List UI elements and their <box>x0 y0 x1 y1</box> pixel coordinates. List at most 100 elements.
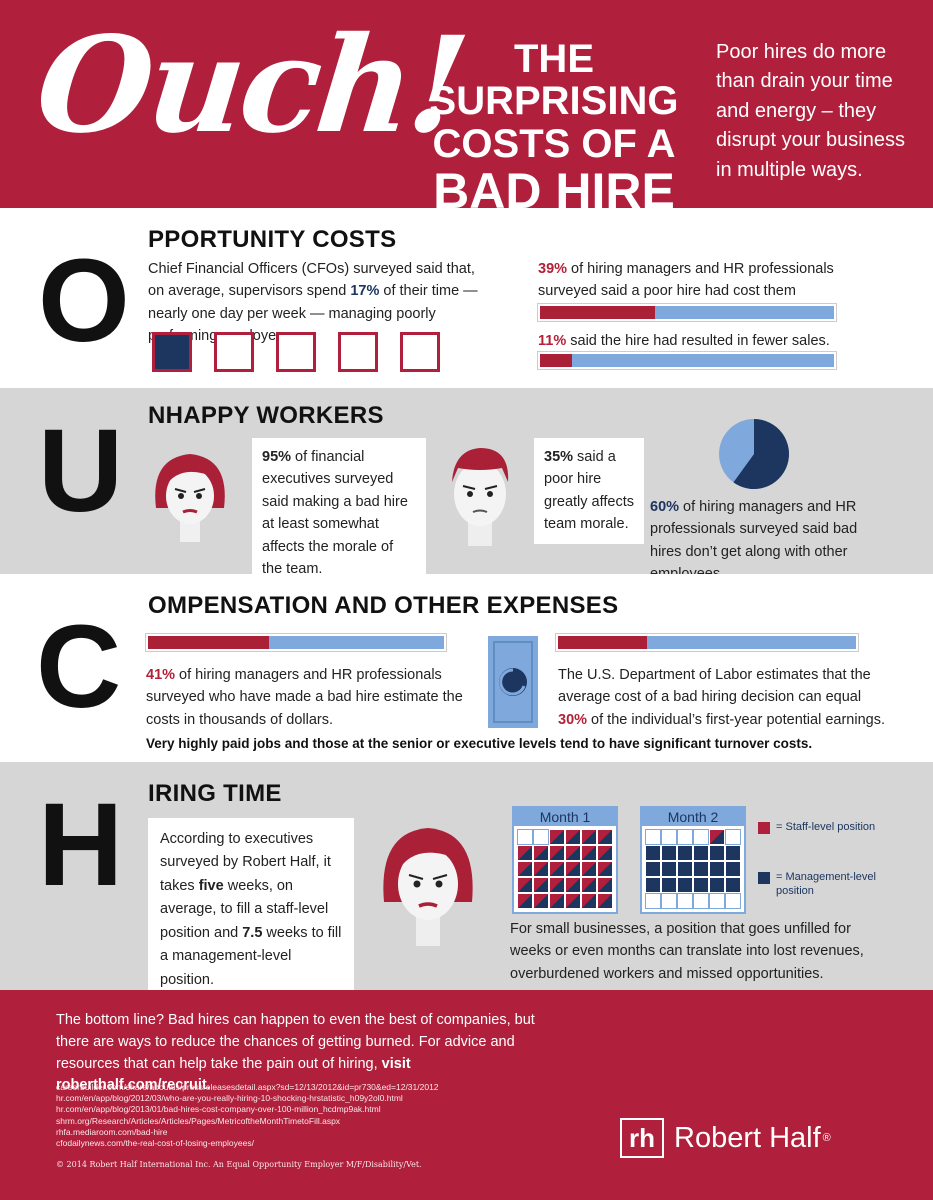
calendar-day-cell <box>566 862 580 876</box>
calendar-day-cell <box>533 829 549 845</box>
visit-link[interactable]: visit roberthalf.com/recruit. <box>56 1055 411 1094</box>
h-five: five <box>198 877 224 894</box>
calendar-icon <box>338 332 378 372</box>
month2-label: Month 2 <box>642 808 744 826</box>
h-pre: According to executives surveyed by Robe… <box>160 831 331 894</box>
woman-face-icon <box>383 828 473 946</box>
calendar-day-cell <box>598 878 612 892</box>
productivity-bar-fill <box>540 306 655 319</box>
costs-bar-fill <box>148 636 270 649</box>
calendar-day-cell <box>582 830 596 844</box>
calendar-day-cell <box>518 878 532 892</box>
calendar-day-cell <box>534 862 548 876</box>
man-face-icon <box>452 448 509 546</box>
calendar-day-cell <box>598 830 612 844</box>
woman-face-icon <box>155 454 225 542</box>
b1-text: of financial executives surveyed said ma… <box>262 449 408 578</box>
cfo-pre: Chief Financial Officers (CFOs) surveyed… <box>148 261 475 300</box>
calendar-day-cell <box>725 893 741 909</box>
heading-hiring: IRING TIME <box>148 780 282 807</box>
heading-opportunity: PPORTUNITY COSTS <box>148 226 397 253</box>
calendar-day-cell <box>566 894 580 908</box>
letter-o: O <box>38 235 130 367</box>
calendar-day-cell <box>646 862 660 876</box>
c-s2-text: The U.S. Department of Labor estimates t… <box>558 667 871 706</box>
calendar-day-cell <box>550 862 564 876</box>
calendar-day-cell <box>710 846 724 860</box>
calendar-day-cell <box>582 878 596 892</box>
letter-h: H <box>38 779 124 911</box>
calendar-day-cell <box>550 878 564 892</box>
section-unhappy-workers: U NHAPPY WORKERS 95% of financial execut… <box>0 388 933 589</box>
calendar-day-cell <box>678 862 692 876</box>
intro-text: Poor hires do more than drain your time … <box>716 41 905 181</box>
s3-text: of hiring managers and HR professionals … <box>650 499 858 582</box>
reference-item: rhfa.mediaroom.com/bad-hire <box>56 1126 168 1137</box>
bottom-line: The bottom line? Bad hires can happen to… <box>56 1010 556 1097</box>
costs-stat: 41% of hiring managers and HR profession… <box>146 664 466 731</box>
calendar-day-cell <box>677 893 693 909</box>
calendar-day-cell <box>518 862 532 876</box>
sales-bar-fill <box>540 354 573 367</box>
legend-mgmt-swatch <box>758 872 770 884</box>
calendar-day-cell <box>646 846 660 860</box>
turnover-note: Very highly paid jobs and those at the s… <box>146 736 813 751</box>
costs-bar <box>146 634 446 651</box>
calendar-icon <box>276 332 316 372</box>
reference-item: careerbuilder.com/share/aboutus/pressrel… <box>56 1082 439 1092</box>
legend-mgmt: = Management-level position <box>776 871 876 898</box>
calendar-day-cell <box>661 893 677 909</box>
calendar-icon <box>400 332 440 372</box>
pie-chart-icon <box>719 419 789 489</box>
calendar-day-cell <box>598 846 612 860</box>
calendar-day-cell <box>677 829 693 845</box>
section-compensation: C OMPENSATION AND OTHER EXPENSES 41% of … <box>0 574 933 762</box>
calendar-day-cell <box>662 846 676 860</box>
month1-calendar: Month 1 <box>512 806 618 914</box>
productivity-bar <box>538 304 836 321</box>
reference-item: shrm.org/Research/Articles/Articles/Page… <box>56 1115 341 1126</box>
calendar-day-cell <box>661 829 677 845</box>
cfo-pct: 17% <box>350 283 380 300</box>
letter-u: U <box>38 405 124 537</box>
legend-staff-swatch <box>758 822 770 834</box>
calendar-day-cell <box>518 846 532 860</box>
b2-pct: 35% <box>544 449 574 465</box>
calendar-day-cell <box>726 846 740 860</box>
calendar-day-cell <box>517 829 533 845</box>
calendar-day-cell <box>694 862 708 876</box>
morale-bubble-2: 35% said a poor hire greatly affects tea… <box>534 438 644 544</box>
logo-reg: ® <box>822 1132 831 1144</box>
h-seven: 7.5 <box>242 924 263 941</box>
small-business-note: For small businesses, a position that go… <box>510 921 864 982</box>
money-bill-icon <box>488 636 538 728</box>
title-line-1: THE SURPRISING <box>429 37 679 124</box>
header-banner: Ouch! THE SURPRISING COSTS OF A BAD HIRE… <box>0 0 933 218</box>
calendar-day-cell <box>694 846 708 860</box>
month1-label: Month 1 <box>514 808 616 826</box>
earnings-bar <box>556 634 858 651</box>
ouch-title: Ouch! <box>29 8 472 163</box>
calendar-day-cell <box>662 862 676 876</box>
calendar-day-cell <box>534 878 548 892</box>
references-list: careerbuilder.com/share/aboutus/pressrel… <box>56 1082 536 1149</box>
footer: The bottom line? Bad hires can happen to… <box>0 990 933 1200</box>
dol-stat: The U.S. Department of Labor estimates t… <box>558 664 888 731</box>
calendar-day-cell <box>550 846 564 860</box>
s3-pct: 60% <box>650 499 680 515</box>
calendar-day-cell <box>646 878 660 892</box>
calendar-day-cell <box>645 893 661 909</box>
h-mid: weeks, on average, to fill a staff-level… <box>160 877 329 941</box>
calendar-day-cell <box>725 829 741 845</box>
calendar-day-cell <box>582 894 596 908</box>
sales-bar <box>538 352 836 369</box>
calendar-day-cell <box>710 830 724 844</box>
morale-bubble-1: 95% of financial executives surveyed sai… <box>252 438 426 589</box>
pie-slice <box>733 419 789 489</box>
calendar-day-cell <box>518 894 532 908</box>
robert-half-logo: rh Robert Half ® <box>620 1118 831 1158</box>
c-s1-text: of hiring managers and HR professionals … <box>146 667 463 728</box>
calendar-day-cell <box>550 830 564 844</box>
calendar-day-cell <box>598 862 612 876</box>
reference-item: hr.com/en/app/blog/2013/01/bad-hires-cos… <box>56 1104 381 1115</box>
